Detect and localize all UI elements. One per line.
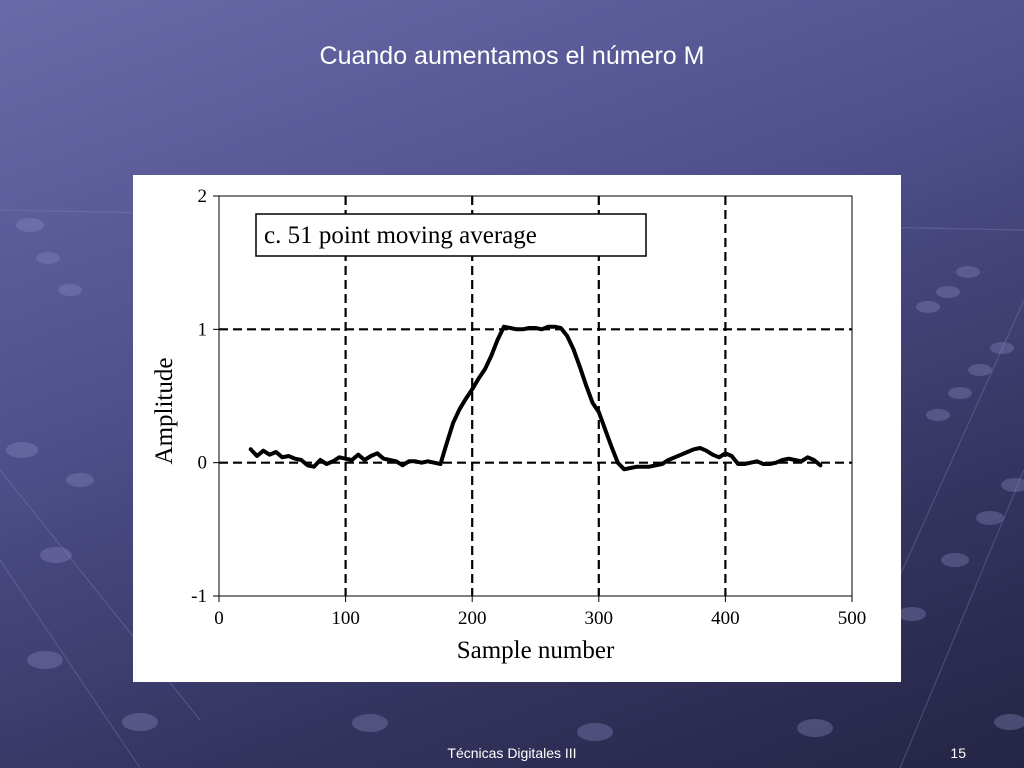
footer-text: Técnicas Digitales III [447, 745, 577, 761]
x-tick-label: 400 [711, 608, 740, 629]
annotation-box [255, 213, 647, 257]
chart-figure: 0 100 200 300 400 500 -1 0 1 2 c. 51 point moving … [133, 175, 901, 682]
y-tick-label: -1 [191, 586, 207, 607]
x-tick-label: 200 [458, 608, 487, 629]
y-axis-label: Amplitude [151, 358, 178, 465]
moving-average-chart: 0 100 200 300 400 500 -1 0 1 2 c. 51 point moving … [151, 186, 867, 664]
x-tick-label: 100 [331, 608, 360, 629]
series-line [248, 324, 823, 472]
annotation-label: c. 51 point moving average [264, 222, 537, 249]
page-number: 15 [950, 745, 966, 761]
x-axis-label: Sample number [457, 637, 615, 664]
y-tick-label: 0 [198, 453, 208, 474]
slide-title: Cuando aumentamos el número M [319, 42, 705, 70]
x-tick-label: 300 [585, 608, 614, 629]
x-tick-label: 0 [214, 608, 224, 629]
y-tick-label: 2 [198, 186, 208, 207]
plot-frame [218, 195, 853, 597]
y-tick-label: 1 [198, 319, 208, 340]
x-tick-label: 500 [838, 608, 867, 629]
